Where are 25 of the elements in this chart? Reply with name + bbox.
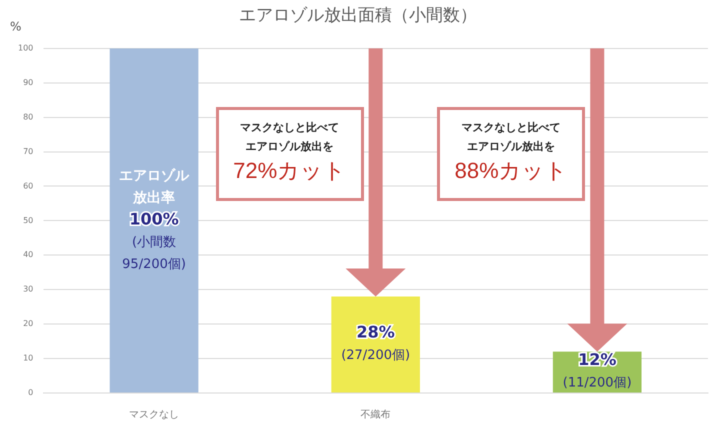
y-tick-label: 30: [23, 284, 34, 294]
x-tick-label: マスクなし: [129, 410, 180, 421]
y-tick-label: 70: [23, 146, 34, 156]
y-tick-label: 40: [23, 250, 34, 260]
data-label: 12% (11/200個): [562, 350, 632, 390]
y-tick-label: 60: [23, 181, 34, 190]
chart-title: エアロゾル放出面積（小間数）: [239, 6, 477, 26]
data-label: 28% (27/200個): [341, 322, 410, 363]
annotation: 88%カット: [454, 156, 569, 185]
y-tick-label: 80: [23, 112, 34, 122]
callout-box: マスクなしと比べてエアロゾル放出を 88%カット: [437, 106, 586, 201]
y-tick-label: 10: [23, 354, 34, 363]
y-axis-title: %: [10, 19, 22, 34]
data-label: エアロゾル放出率 100% (小間数 95/200個): [119, 168, 190, 272]
y-tick-label: 0: [28, 388, 34, 398]
annotation: 72%カット: [232, 156, 348, 185]
y-tick-label: 90: [23, 78, 34, 87]
annotation: マスクなしと比べてエアロゾル放出を: [460, 120, 562, 155]
x-tick-label: 不織布: [360, 408, 391, 421]
y-tick-label: 50: [23, 216, 34, 225]
y-tick-label: 100: [18, 43, 34, 52]
y-tick-label: 20: [23, 319, 34, 328]
bar: [110, 48, 198, 392]
annotation: マスクなしと比べてエアロゾル放出を: [239, 120, 340, 155]
callout-box: マスクなしと比べてエアロゾル放出を 72%カット: [216, 106, 364, 201]
